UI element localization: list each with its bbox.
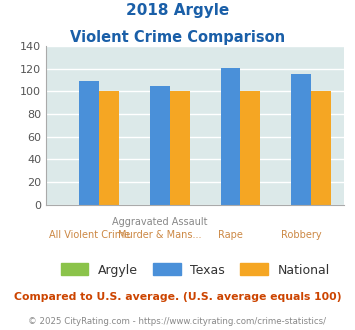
Text: © 2025 CityRating.com - https://www.cityrating.com/crime-statistics/: © 2025 CityRating.com - https://www.city… — [28, 317, 327, 326]
Text: 2018 Argyle: 2018 Argyle — [126, 3, 229, 18]
Bar — [240, 91, 260, 205]
Text: Robbery: Robbery — [281, 230, 322, 240]
Bar — [291, 75, 311, 205]
Bar — [170, 91, 190, 205]
Bar — [311, 91, 331, 205]
Bar — [80, 81, 99, 205]
Legend: Argyle, Texas, National: Argyle, Texas, National — [55, 258, 335, 281]
Bar — [221, 68, 240, 205]
Text: Aggravated Assault: Aggravated Assault — [112, 217, 208, 227]
Bar — [150, 86, 170, 205]
Bar — [99, 91, 119, 205]
Text: All Violent Crime: All Violent Crime — [49, 230, 130, 240]
Text: Compared to U.S. average. (U.S. average equals 100): Compared to U.S. average. (U.S. average … — [14, 292, 341, 302]
Text: Rape: Rape — [218, 230, 243, 240]
Text: Murder & Mans...: Murder & Mans... — [118, 230, 202, 240]
Text: Violent Crime Comparison: Violent Crime Comparison — [70, 30, 285, 45]
